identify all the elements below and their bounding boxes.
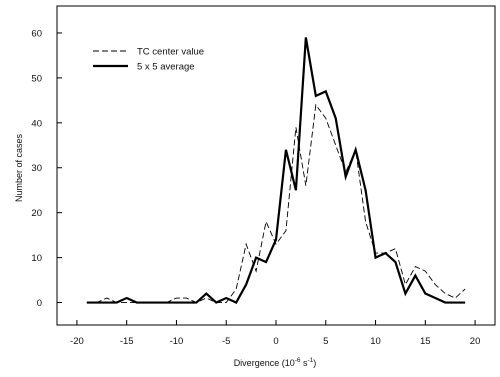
legend-label-tc-center: TC center value bbox=[137, 47, 204, 58]
y-tick-label: 40 bbox=[31, 118, 42, 129]
legend-box bbox=[86, 42, 226, 75]
y-tick-label: 30 bbox=[31, 163, 42, 174]
x-tick-label: 20 bbox=[470, 336, 481, 347]
x-axis-title-unit-exponent: -1 bbox=[308, 357, 314, 364]
x-tick-label: 15 bbox=[420, 336, 431, 347]
y-tick-label: 60 bbox=[31, 28, 42, 39]
x-tick-label: -20 bbox=[70, 336, 84, 347]
x-axis-title-main: Divergence (10 bbox=[234, 358, 295, 368]
y-axis-title: Number of cases bbox=[14, 133, 24, 202]
legend-label-5x5-average: 5 x 5 average bbox=[137, 62, 195, 73]
x-axis-title: Divergence (10-6 s-1) bbox=[234, 357, 317, 368]
y-axis-ticks: 0 10 20 30 40 50 60 bbox=[31, 28, 62, 309]
x-axis-title-exponent: -6 bbox=[295, 357, 301, 364]
x-axis-ticks: -20 -15 -10 -5 0 5 10 15 20 bbox=[70, 320, 480, 347]
x-axis-title-close: ) bbox=[313, 358, 316, 368]
x-tick-label: 0 bbox=[273, 336, 278, 347]
x-tick-label: -10 bbox=[170, 336, 184, 347]
y-tick-label: 50 bbox=[31, 73, 42, 84]
y-tick-label: 0 bbox=[37, 298, 42, 309]
x-tick-label: -15 bbox=[120, 336, 134, 347]
series-line-tc-center-value bbox=[86, 103, 466, 304]
legend: TC center value 5 x 5 average bbox=[86, 42, 226, 75]
series-line-5x5-average bbox=[86, 37, 466, 304]
y-tick-label: 20 bbox=[31, 208, 42, 219]
x-axis-title-unit: s bbox=[301, 358, 309, 368]
x-tick-label: 5 bbox=[323, 336, 328, 347]
y-tick-label: 10 bbox=[31, 253, 42, 264]
series-layer bbox=[86, 37, 466, 304]
x-tick-label: -5 bbox=[222, 336, 230, 347]
x-tick-label: 10 bbox=[370, 336, 381, 347]
